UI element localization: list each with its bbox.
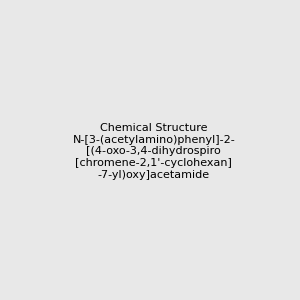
Text: Chemical Structure
N-[3-(acetylamino)phenyl]-2-
[(4-oxo-3,4-dihydrospiro
[chrome: Chemical Structure N-[3-(acetylamino)phe…: [72, 123, 235, 180]
